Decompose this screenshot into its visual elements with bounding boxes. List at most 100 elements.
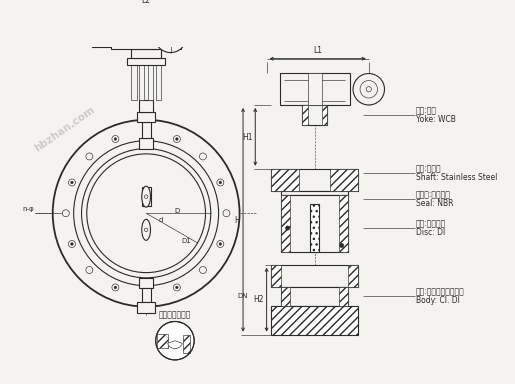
Bar <box>348 265 358 286</box>
Circle shape <box>143 129 150 136</box>
Bar <box>302 105 307 125</box>
Ellipse shape <box>142 219 150 240</box>
Bar <box>139 278 153 288</box>
Text: 密封圈局部放大: 密封圈局部放大 <box>159 310 191 319</box>
Circle shape <box>353 74 385 105</box>
Circle shape <box>174 136 180 142</box>
Bar <box>111 16 181 25</box>
Text: DN: DN <box>238 293 248 299</box>
Circle shape <box>217 179 224 186</box>
Bar <box>138 302 155 313</box>
Bar <box>282 286 290 306</box>
Text: d: d <box>158 217 163 223</box>
Text: D1: D1 <box>182 238 192 244</box>
Circle shape <box>71 243 73 245</box>
Wedge shape <box>167 341 182 349</box>
Circle shape <box>144 195 148 199</box>
Circle shape <box>285 226 290 230</box>
Text: Shaft: Stainless Steel: Shaft: Stainless Steel <box>416 173 497 182</box>
Circle shape <box>219 181 221 184</box>
Bar <box>142 187 150 206</box>
Circle shape <box>199 266 207 273</box>
Circle shape <box>114 138 117 140</box>
Bar <box>302 105 327 125</box>
Circle shape <box>339 243 344 248</box>
Bar <box>111 25 181 49</box>
Text: L1: L1 <box>313 46 322 55</box>
Bar <box>139 138 153 149</box>
Circle shape <box>114 286 117 289</box>
Bar <box>142 122 150 138</box>
Circle shape <box>71 181 73 184</box>
Bar <box>310 204 319 252</box>
Bar <box>138 112 155 122</box>
Bar <box>271 169 358 190</box>
Bar <box>139 65 144 100</box>
Bar <box>271 169 299 190</box>
Bar <box>139 100 153 112</box>
Circle shape <box>176 138 178 140</box>
Bar <box>307 73 322 105</box>
Bar <box>280 73 350 105</box>
Bar <box>183 336 190 353</box>
Bar <box>271 306 358 334</box>
Text: Disc: DI: Disc: DI <box>416 228 445 237</box>
Bar <box>282 286 348 306</box>
Text: n-φ: n-φ <box>22 206 33 212</box>
Text: Body: CI. DI: Body: CI. DI <box>416 296 460 305</box>
Bar <box>271 265 358 286</box>
Bar <box>156 65 161 100</box>
Circle shape <box>112 284 119 291</box>
Bar <box>181 34 186 40</box>
Ellipse shape <box>142 186 150 207</box>
Text: 阀体:灰铸锂、球墨铸锂: 阀体:灰铸锂、球墨铸锂 <box>416 287 465 296</box>
Text: Yoke: WCB: Yoke: WCB <box>416 115 456 124</box>
Circle shape <box>156 321 194 360</box>
Text: 转轴:不锈锂: 转轴:不锈锂 <box>416 164 441 173</box>
Bar <box>322 105 327 125</box>
Circle shape <box>62 210 70 217</box>
Circle shape <box>199 153 207 160</box>
Circle shape <box>86 266 93 273</box>
Circle shape <box>360 81 377 98</box>
Circle shape <box>112 136 119 142</box>
Text: 密封圈:丁腹橡胶: 密封圈:丁腹橡胶 <box>416 190 451 199</box>
Circle shape <box>86 153 93 160</box>
Text: L2: L2 <box>142 0 150 5</box>
Circle shape <box>143 290 150 297</box>
Bar <box>148 65 153 100</box>
Bar <box>158 334 168 348</box>
Bar <box>131 49 161 58</box>
Circle shape <box>144 228 148 232</box>
Text: 阀板:球墨铸锂: 阀板:球墨铸锂 <box>416 219 446 228</box>
Circle shape <box>217 240 224 247</box>
Bar <box>271 265 282 286</box>
Circle shape <box>219 243 221 245</box>
Circle shape <box>68 240 75 247</box>
Text: H: H <box>235 216 241 225</box>
Bar <box>131 65 136 100</box>
Text: D: D <box>174 208 179 214</box>
Circle shape <box>81 149 211 278</box>
Bar <box>142 288 150 302</box>
Text: Seal: NBR: Seal: NBR <box>416 199 453 208</box>
Bar <box>282 195 290 252</box>
Text: hbzhan.com: hbzhan.com <box>32 105 97 154</box>
Bar <box>127 58 165 65</box>
Bar <box>330 169 358 190</box>
Circle shape <box>168 34 173 40</box>
Bar <box>282 195 348 252</box>
Circle shape <box>162 28 179 46</box>
Circle shape <box>174 284 180 291</box>
Text: H2: H2 <box>253 295 264 304</box>
Bar <box>339 286 348 306</box>
Circle shape <box>53 120 239 307</box>
Circle shape <box>68 179 75 186</box>
Circle shape <box>87 154 205 273</box>
Bar <box>92 26 111 47</box>
Bar <box>339 195 348 252</box>
Bar <box>282 190 348 195</box>
Circle shape <box>74 141 218 286</box>
Bar <box>115 9 177 16</box>
Text: 支架:碳锂: 支架:碳锂 <box>416 107 437 116</box>
